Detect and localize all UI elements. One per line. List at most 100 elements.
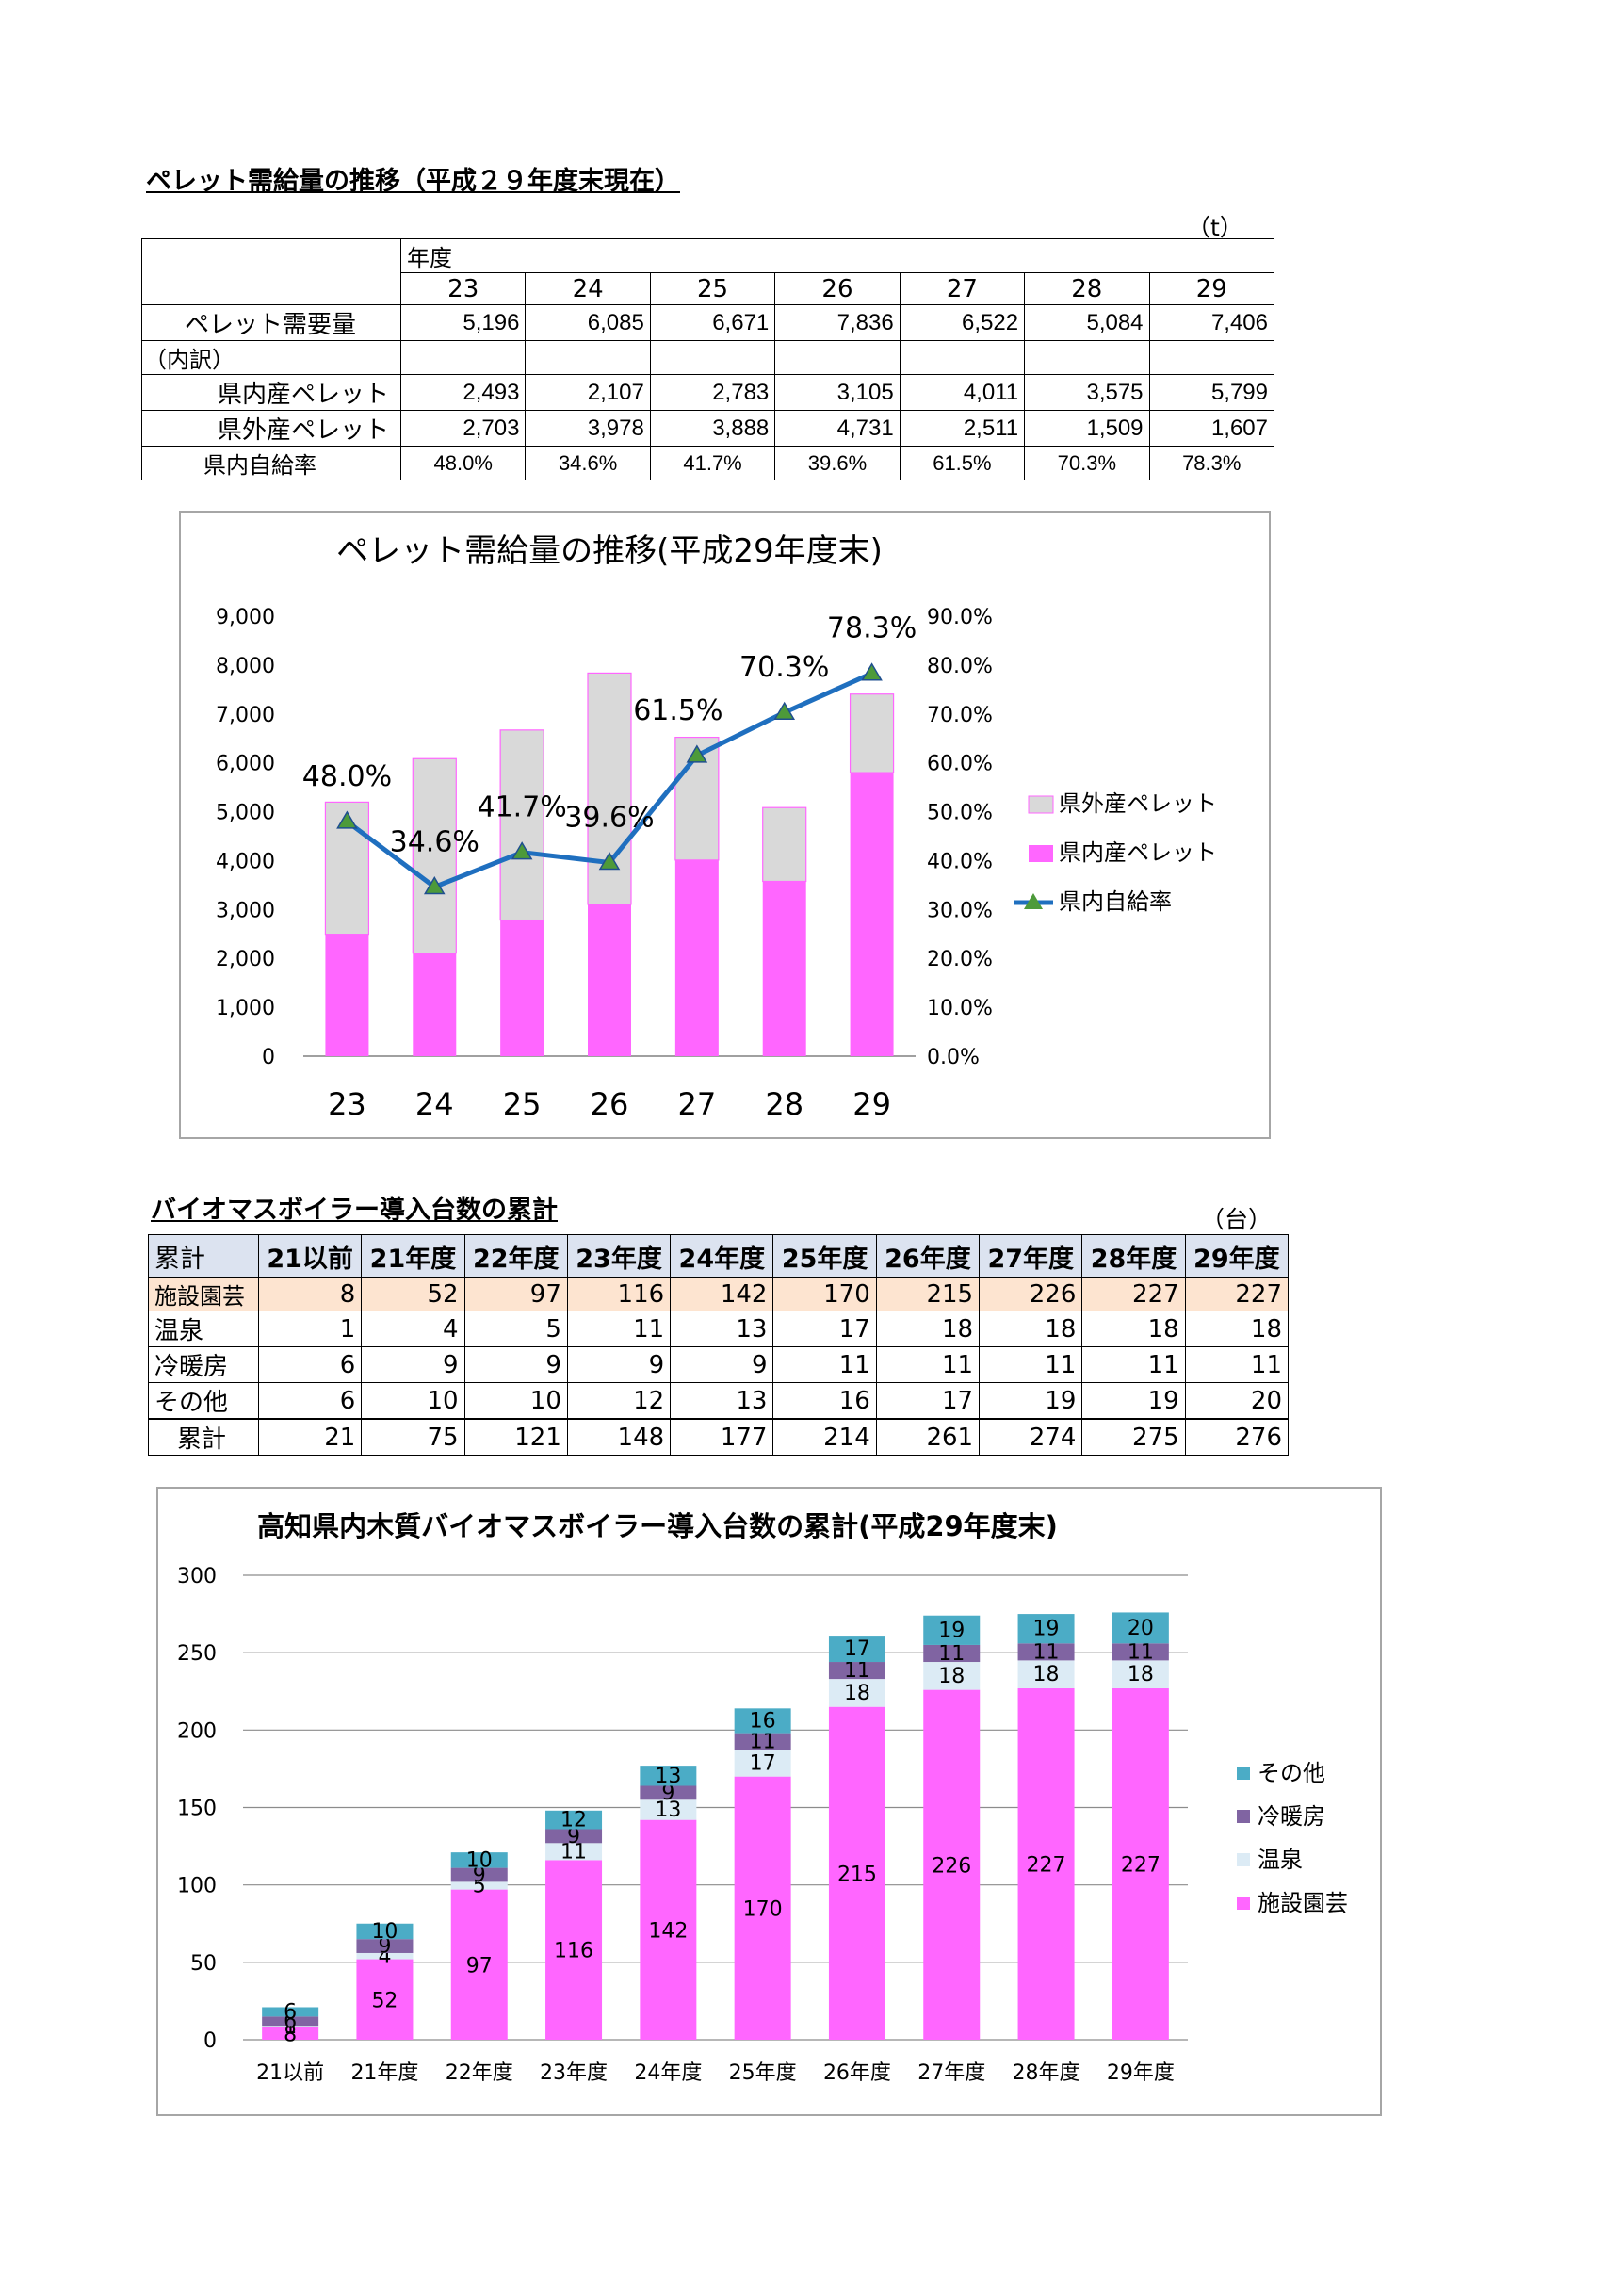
t2-value-cell: 18	[979, 1311, 1083, 1347]
chart1-y-tick: 9,000	[216, 606, 275, 629]
t2-value-cell: 18	[1081, 1311, 1186, 1347]
t1-row-label: 県内自給率	[141, 446, 401, 480]
chart1-y2-tick: 40.0%	[927, 850, 993, 873]
chart2-data-label: 8	[284, 2023, 297, 2046]
chart1-title: ペレット需給量の推移(平成29年度末)	[336, 532, 883, 570]
chart2-data-label: 9	[661, 1782, 674, 1805]
t1-value-cell: 41.7%	[649, 446, 776, 480]
chart1-y-tick: 8,000	[216, 655, 275, 678]
t1-value-cell: 5,084	[1024, 304, 1150, 341]
chart1-bar-domestic	[413, 953, 457, 1056]
chart2-data-label: 18	[1128, 1663, 1154, 1686]
chart1-rate-marker	[511, 841, 533, 860]
chart1-rate-label: 70.3%	[739, 651, 829, 684]
chart2-data-label: 11	[750, 1731, 776, 1754]
t2-data-row: 施設園芸 8 52 97 116 142 170 215 226 227 227	[148, 1277, 1290, 1311]
pellet-chart-svg: ペレット需給量の推移(平成29年度末) 0 0.0% 1,000 10.0% 2,000 2…	[216, 532, 1217, 1122]
chart2-data-label: 226	[932, 1854, 971, 1878]
chart2-x-tick: 27年度	[917, 2061, 985, 2085]
chart2-data-label: 12	[560, 1809, 587, 1832]
chart2-legend-label: 施設園芸	[1258, 1890, 1348, 1916]
chart1-bar-domestic	[850, 773, 894, 1056]
chart2-data-label: 52	[371, 1989, 398, 2012]
t2-value-cell: 9	[670, 1346, 774, 1383]
t1-value-cell: 3,575	[1024, 374, 1150, 411]
t1-value-cell: 5,196	[399, 304, 527, 341]
chart2-bar-horticulture	[734, 1776, 791, 2040]
chart2-legend-label: 冷暖房	[1258, 1803, 1325, 1830]
chart1-y2-tick: 50.0%	[927, 802, 993, 825]
t1-value-cell: 3,978	[525, 410, 651, 447]
chart2-bar-heating	[450, 1867, 508, 1882]
t2-value-cell: 20	[1184, 1382, 1290, 1420]
t2-value-cell: 17	[772, 1311, 877, 1347]
t2-value-cell: 17	[875, 1382, 981, 1420]
chart1-x-tick: 28	[765, 1086, 803, 1122]
chart1-y-tick: 5,000	[216, 802, 275, 825]
chart2-x-tick: 26年度	[823, 2061, 891, 2085]
chart2-bar-horticulture	[1017, 1687, 1075, 2040]
t1-year-cell: 24	[525, 272, 651, 305]
t1-row-label: （内訳）	[141, 340, 401, 375]
t1-year-cell: 25	[649, 272, 776, 305]
t2-data-row: 温泉 1 4 5 11 13 17 18 18 18 18	[148, 1311, 1290, 1347]
chart1-y2-tick: 80.0%	[927, 655, 993, 678]
chart2-x-tick: 29年度	[1107, 2061, 1175, 2085]
t2-header-cell: 21以前	[257, 1234, 363, 1278]
t1-value-cell: 2,783	[649, 374, 776, 411]
chart1-y2-tick: 70.0%	[927, 704, 993, 727]
chart2-bar-heating	[262, 2016, 319, 2027]
chart2-y-tick: 100	[177, 1875, 217, 1898]
t2-value-cell: 13	[670, 1311, 774, 1347]
t1-value-cell: 4,011	[899, 374, 1026, 411]
chart2-bar-hotspring	[450, 1881, 508, 1890]
t2-value-cell: 52	[361, 1277, 465, 1311]
t1-value-cell	[1148, 340, 1275, 375]
t2-value-cell: 121	[463, 1418, 568, 1456]
t2-value-cell: 261	[875, 1418, 981, 1456]
t2-value-cell: 4	[361, 1311, 465, 1347]
t1-nendo-label: 年度	[400, 238, 1274, 273]
t1-value-cell: 1,607	[1148, 410, 1275, 447]
chart2-x-tick: 24年度	[634, 2061, 702, 2085]
t1-value-cell	[1024, 340, 1150, 375]
t2-value-cell: 11	[1184, 1346, 1290, 1383]
t1-value-cell	[899, 340, 1026, 375]
t2-row-label: 温泉	[148, 1311, 259, 1347]
chart1-y-tick: 4,000	[216, 850, 275, 873]
chart1-bar-domestic	[500, 920, 544, 1056]
t2-row-label: 冷暖房	[148, 1346, 259, 1383]
chart1-rate-label: 61.5%	[633, 694, 722, 727]
t2-value-cell: 275	[1081, 1418, 1186, 1456]
chart2-bar-heating	[640, 1785, 697, 1800]
chart1-legend-marker	[1024, 893, 1043, 909]
t2-value-cell: 5	[463, 1311, 568, 1347]
t2-header-cell: 23年度	[566, 1234, 672, 1278]
chart1-x-tick: 27	[677, 1086, 716, 1122]
t2-value-cell: 116	[566, 1277, 672, 1311]
chart2-data-label: 11	[560, 1840, 587, 1864]
t1-value-cell: 6,671	[649, 304, 776, 341]
chart2-bar-other	[545, 1810, 603, 1830]
t2-header-cell: 21年度	[361, 1234, 465, 1278]
chart2-bar-horticulture	[450, 1889, 508, 2040]
chart2-bar-hotspring	[640, 1799, 697, 1820]
t1-value-cell: 61.5%	[899, 446, 1026, 480]
chart2-bar-hotspring	[923, 1662, 981, 1690]
chart2-bar-hotspring	[1112, 1660, 1169, 1688]
chart2-data-label: 18	[938, 1665, 965, 1688]
t2-header-cell: 累計	[148, 1234, 259, 1278]
t1-value-cell: 4,731	[774, 410, 901, 447]
t2-value-cell: 177	[670, 1418, 774, 1456]
t1-value-cell: 6,085	[525, 304, 651, 341]
chart2-data-label: 20	[1128, 1617, 1154, 1640]
t1-value-cell: 6,522	[899, 304, 1026, 341]
chart2-data-label: 17	[844, 1637, 870, 1661]
chart1-y-tick: 1,000	[216, 997, 275, 1020]
chart2-y-tick: 250	[177, 1642, 217, 1666]
chart2-x-tick: 21以前	[256, 2061, 324, 2085]
t2-value-cell: 9	[566, 1346, 672, 1383]
chart1-rate-marker	[861, 662, 883, 681]
t1-nendo-row: 年度	[141, 238, 1274, 305]
chart2-data-label: 19	[1033, 1618, 1060, 1641]
